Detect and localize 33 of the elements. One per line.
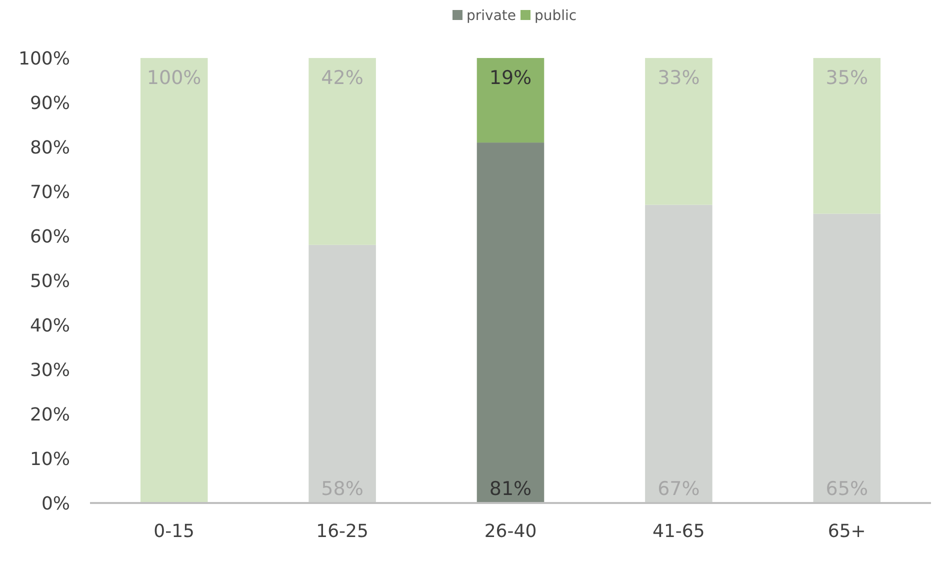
y-tick-label: 60% <box>30 226 70 248</box>
legend-label: public <box>534 8 577 24</box>
bar <box>476 142 544 503</box>
y-tick-label: 0% <box>41 493 70 514</box>
y-tick-label: 80% <box>30 137 70 158</box>
data-label: 81% <box>489 478 532 500</box>
x-tick-label: 65+ <box>828 521 866 542</box>
data-label: 100% <box>146 67 202 89</box>
data-label: 35% <box>826 67 868 89</box>
y-tick-label: 20% <box>30 404 70 426</box>
bar <box>476 58 544 143</box>
y-tick-label: 70% <box>30 182 70 203</box>
y-tick-label: 100% <box>18 48 70 70</box>
bar <box>308 58 376 245</box>
bar <box>813 58 881 214</box>
y-tick-label: 40% <box>30 315 70 336</box>
bar <box>813 214 881 503</box>
data-label: 33% <box>658 67 700 89</box>
bar <box>645 204 712 503</box>
x-tick-label: 26-40 <box>484 521 537 542</box>
data-label: 19% <box>489 67 532 89</box>
y-tick-label: 90% <box>30 92 70 114</box>
y-tick-label: 30% <box>30 360 70 381</box>
y-tick-label: 50% <box>30 270 70 292</box>
legend-label: private <box>466 8 516 24</box>
bar <box>140 58 208 503</box>
bar <box>308 244 376 503</box>
bar <box>645 58 712 205</box>
data-label: 42% <box>321 67 364 89</box>
x-tick-label: 0-15 <box>154 521 195 542</box>
x-tick-label: 16-25 <box>316 521 368 542</box>
x-tick-label: 41-65 <box>652 521 705 542</box>
y-tick-label: 10% <box>30 448 70 470</box>
